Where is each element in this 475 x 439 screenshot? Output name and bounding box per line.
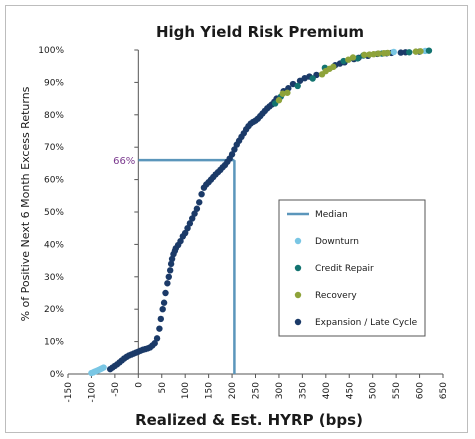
data-point [309, 75, 316, 82]
data-points [88, 47, 433, 377]
data-point [164, 280, 171, 287]
legend: Median Downturn Credit Repair Recovery Expan… [278, 199, 426, 337]
x-tick-label: 50 [158, 382, 168, 394]
data-point [160, 299, 168, 306]
legend-label: Expansion / Late Cycle [315, 318, 418, 328]
data-point [361, 51, 368, 59]
x-tick-label: -150 [64, 382, 74, 403]
legend-label: Credit Repair [315, 264, 374, 274]
data-point [186, 220, 194, 227]
x-tick-label: -100 [87, 382, 97, 403]
data-point [167, 260, 175, 268]
x-tick-label: 150 [205, 382, 215, 399]
median-lines [138, 158, 236, 374]
legend-label: Median [315, 210, 348, 220]
tick-labels: 0% 10% 20% 30% 40% 50% 60% 70% 80% 90% 100% -150 -10… [38, 46, 449, 402]
x-tick-label: 550 [392, 382, 402, 399]
chart-frame: High Yield Risk Premium 0% 10% 20% 30% 40% 50… [5, 5, 468, 433]
y-tick-label: 70% [44, 143, 64, 153]
y-tick-label: 0% [50, 370, 65, 380]
y-tick-label: 100% [38, 46, 64, 56]
data-point [157, 315, 165, 323]
x-tick-label: 0 [134, 382, 144, 388]
data-point [181, 229, 189, 237]
y-tick-label: 40% [44, 240, 64, 250]
data-point [198, 190, 205, 198]
legend-marker [294, 291, 302, 299]
x-tick-label: 450 [345, 382, 355, 399]
data-point [417, 48, 424, 55]
x-axis-label: Realized & Est. HYRP (bps) [135, 411, 363, 429]
data-point [390, 48, 397, 56]
y-tick-label: 20% [44, 305, 64, 315]
y-tick-label: 90% [44, 78, 64, 88]
y-tick-label: 80% [44, 111, 64, 121]
data-point [397, 49, 405, 56]
data-point [228, 151, 236, 158]
data-point [349, 54, 357, 61]
data-point [294, 82, 301, 90]
y-tick-label: 30% [44, 273, 64, 283]
data-point [425, 47, 433, 54]
data-point [412, 48, 420, 55]
x-tick-label: 500 [369, 382, 379, 399]
y-tick-label: 10% [44, 338, 64, 348]
data-point [165, 273, 172, 280]
chart-svg: High Yield Risk Premium 0% 10% 20% 30% 40% 50… [19, 23, 449, 429]
data-point [284, 89, 291, 96]
data-point [153, 335, 161, 342]
legend-marker [294, 237, 302, 245]
legend-label: Recovery [315, 291, 357, 301]
median-annotation: 66% [113, 156, 135, 167]
x-tick-label: 100 [181, 382, 191, 399]
plot-axes [67, 49, 444, 378]
data-point [406, 49, 413, 56]
x-tick-label: 400 [322, 382, 332, 399]
x-tick-label: 300 [275, 382, 285, 399]
data-point [162, 289, 169, 297]
y-tick-label: 50% [44, 208, 64, 218]
data-point [151, 340, 158, 347]
legend-marker [294, 264, 302, 272]
x-tick-label: 350 [298, 382, 308, 399]
data-point [296, 77, 304, 84]
data-point [375, 50, 382, 57]
data-point [384, 49, 391, 57]
data-point [156, 325, 163, 332]
data-point [370, 51, 377, 58]
x-tick-label: 650 [439, 382, 449, 399]
data-point [159, 306, 166, 313]
data-point [184, 225, 191, 232]
x-tick-label: -50 [111, 382, 121, 397]
data-point [275, 97, 283, 104]
x-tick-label: 250 [252, 382, 262, 399]
legend-label: Downturn [315, 237, 359, 247]
x-tick-label: 200 [228, 382, 238, 399]
data-point [196, 199, 203, 206]
data-point [100, 364, 107, 371]
y-tick-label: 60% [44, 176, 64, 186]
data-point [189, 215, 196, 222]
chart-title: High Yield Risk Premium [156, 23, 364, 41]
data-point [231, 146, 238, 153]
data-point [177, 237, 184, 245]
legend-box [278, 199, 426, 337]
data-point [191, 210, 198, 217]
data-point [330, 63, 337, 71]
data-point [166, 267, 174, 274]
data-point [193, 205, 201, 212]
x-tick-label: 600 [416, 382, 426, 399]
legend-marker [294, 318, 302, 326]
data-point [168, 255, 176, 263]
y-axis-label: % of Positive Next 6 Month Excess Return… [19, 86, 32, 321]
